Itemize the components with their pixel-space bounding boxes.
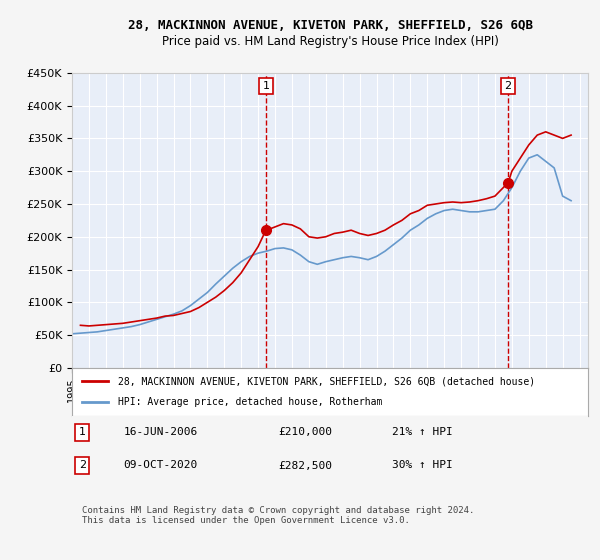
Text: 2: 2 bbox=[79, 460, 86, 470]
Text: 2: 2 bbox=[505, 81, 512, 91]
Text: HPI: Average price, detached house, Rotherham: HPI: Average price, detached house, Roth… bbox=[118, 397, 383, 407]
Text: 21% ↑ HPI: 21% ↑ HPI bbox=[392, 427, 452, 437]
Text: 28, MACKINNON AVENUE, KIVETON PARK, SHEFFIELD, S26 6QB: 28, MACKINNON AVENUE, KIVETON PARK, SHEF… bbox=[128, 18, 533, 32]
Text: 16-JUN-2006: 16-JUN-2006 bbox=[124, 427, 198, 437]
Text: £210,000: £210,000 bbox=[278, 427, 332, 437]
Text: 30% ↑ HPI: 30% ↑ HPI bbox=[392, 460, 452, 470]
Text: Contains HM Land Registry data © Crown copyright and database right 2024.
This d: Contains HM Land Registry data © Crown c… bbox=[82, 506, 475, 525]
Text: 09-OCT-2020: 09-OCT-2020 bbox=[124, 460, 198, 470]
Text: 1: 1 bbox=[262, 81, 269, 91]
Text: £282,500: £282,500 bbox=[278, 460, 332, 470]
Text: 28, MACKINNON AVENUE, KIVETON PARK, SHEFFIELD, S26 6QB (detached house): 28, MACKINNON AVENUE, KIVETON PARK, SHEF… bbox=[118, 376, 536, 386]
Text: 1: 1 bbox=[79, 427, 86, 437]
Text: Price paid vs. HM Land Registry's House Price Index (HPI): Price paid vs. HM Land Registry's House … bbox=[161, 35, 499, 49]
